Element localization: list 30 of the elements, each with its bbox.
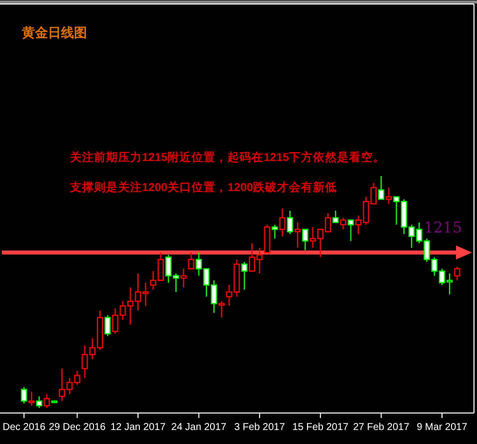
x-tick-label: 27 Feb 2017 [353, 422, 410, 433]
x-tick-label: 12 Jan 2017 [110, 422, 166, 433]
x-tick-label: 24 Jan 2017 [171, 422, 227, 433]
candlestick [454, 266, 460, 281]
x-tick-label: 15 Feb 2017 [292, 422, 349, 433]
candlestick [279, 208, 286, 237]
candlestick [378, 175, 384, 200]
candlestick [386, 187, 392, 204]
chart-title: 黄金日线图 [21, 26, 87, 41]
candlestick [241, 261, 248, 290]
candlestick [36, 396, 42, 409]
x-tick-label: 3 Feb 2017 [234, 422, 286, 433]
x-tick-label: 9 Mar 2017 [416, 422, 468, 433]
candlestick [188, 252, 194, 270]
candlestick [348, 219, 354, 242]
text: 关注前期压力1215附近位置，起码在1215下方依然是看空。 [69, 150, 386, 164]
candlestick [302, 228, 308, 251]
candlestick [218, 300, 225, 318]
candlestick [264, 224, 270, 254]
candlestick [294, 222, 301, 249]
annotation: 支撑则是关注1200关口位置，1200跌破才会有新低 [69, 180, 338, 194]
candlestick [28, 391, 35, 406]
x-tick-label: Dec 2016 [2, 422, 46, 433]
x-tick-label: 29 Dec 2016 [48, 422, 106, 433]
candlestick [20, 386, 28, 404]
candlestick [286, 210, 294, 235]
annotation: 1215 [424, 218, 462, 237]
candlestick [180, 268, 187, 288]
candlestick [340, 217, 346, 230]
candlestick [272, 224, 278, 240]
